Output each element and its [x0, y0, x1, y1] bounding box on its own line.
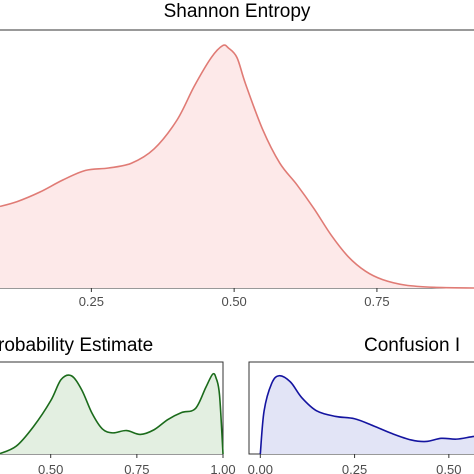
x-axis-ticks: 0.00 0.25 0.50 [248, 454, 461, 474]
density-area [260, 375, 474, 454]
panel-probability-estimate: robability Estimate 0.50 0.75 1.00 [0, 335, 236, 474]
x-tick-label: 0.25 [342, 462, 367, 474]
panel-confusion: Confusion I 0.00 0.25 0.50 [248, 335, 474, 474]
x-tick-label: 0.75 [124, 462, 149, 474]
x-tick-label: 0.25 [79, 294, 104, 309]
panel-shannon-entropy: Shannon Entropy 0.25 0.50 0.75 [0, 1, 474, 309]
x-axis-ticks: 0.25 0.50 0.75 [79, 288, 390, 309]
x-tick-label: 0.00 [248, 462, 273, 474]
x-tick-label: 0.50 [38, 462, 63, 474]
x-axis-ticks: 0.50 0.75 1.00 [38, 454, 236, 474]
chart-title: Confusion I [364, 335, 460, 356]
x-tick-label: 0.75 [364, 294, 389, 309]
chart-title: Shannon Entropy [164, 1, 311, 22]
x-tick-label: 0.50 [436, 462, 461, 474]
density-line [0, 372, 224, 455]
density-area [0, 45, 474, 289]
chart-title: robability Estimate [0, 335, 153, 356]
density-area [0, 373, 223, 454]
x-tick-label: 1.00 [210, 462, 235, 474]
x-tick-label: 0.50 [221, 294, 246, 309]
density-line [0, 44, 474, 289]
density-line [259, 374, 474, 455]
